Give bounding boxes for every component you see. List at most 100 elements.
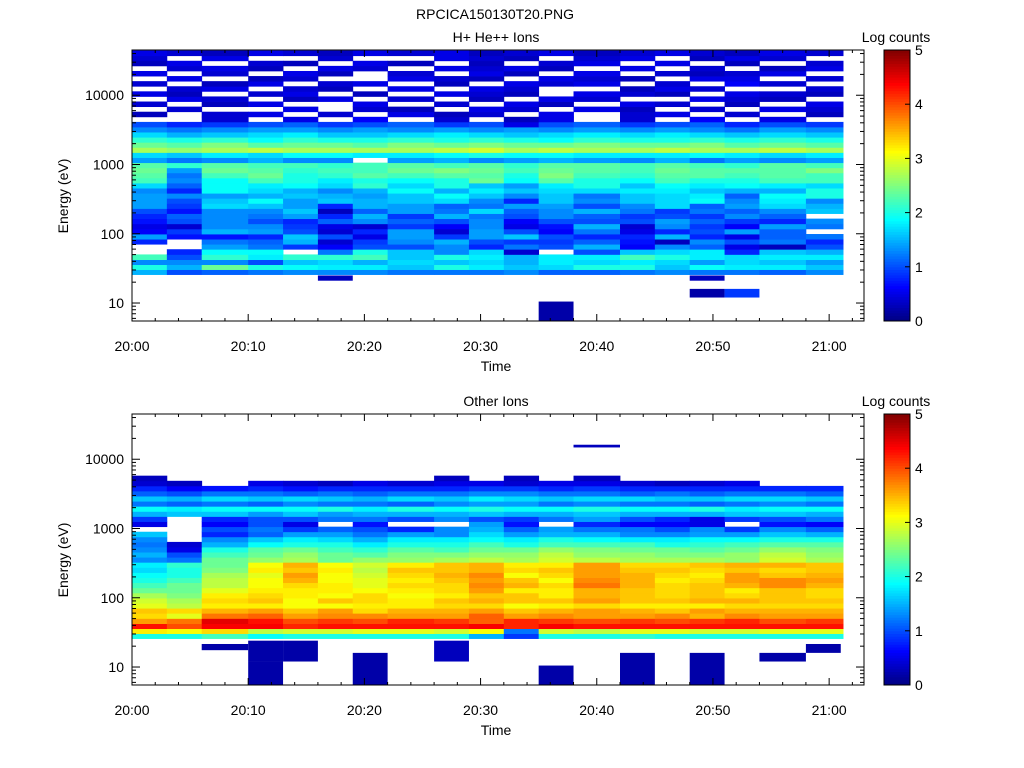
colorbar-segment [884, 535, 910, 540]
colorbar-segment [884, 595, 910, 599]
colorbar-segment [884, 158, 910, 162]
heatmap-cell [166, 628, 203, 634]
heatmap-cell [317, 167, 354, 174]
heatmap-cell [805, 101, 844, 108]
heatmap-cell [724, 264, 760, 270]
heatmap-cell [201, 203, 249, 209]
heatmap-cell [201, 623, 249, 629]
heatmap-cell [573, 496, 621, 502]
heatmap-cell [805, 506, 844, 512]
heatmap-cell [538, 531, 574, 538]
heatmap-cell [573, 259, 621, 265]
heatmap-cell [654, 598, 691, 604]
colorbar-segment [884, 277, 910, 281]
heatmap-cell [620, 76, 656, 82]
heatmap-cell [620, 177, 656, 184]
heatmap-cell [573, 96, 621, 102]
heatmap-cell [468, 547, 505, 553]
heatmap-cell [805, 547, 844, 553]
heatmap-cell [620, 116, 656, 123]
colorbar-segment [884, 671, 910, 675]
colorbar-segment [884, 66, 910, 70]
heatmap-cell [538, 137, 574, 143]
colorbar-segment [884, 55, 910, 59]
heatmap-cell [503, 147, 540, 153]
heatmap-cell [283, 480, 319, 487]
heatmap-cell [620, 193, 656, 199]
heatmap-cell [132, 203, 168, 209]
heatmap-cell [620, 598, 656, 604]
heatmap-cell [387, 254, 435, 260]
heatmap-cell [317, 228, 354, 235]
x-axis-label: Time [481, 358, 512, 374]
heatmap-cell [317, 496, 354, 502]
heatmap-cell [724, 259, 760, 265]
heatmap-cell [201, 598, 249, 604]
heatmap-cell [724, 628, 760, 634]
heatmap-cell [248, 264, 284, 270]
colorbar-segment [884, 77, 910, 81]
heatmap-cell [805, 613, 844, 619]
heatmap-cell [805, 618, 844, 624]
heatmap-cell [166, 480, 203, 487]
colorbar-segment [884, 312, 910, 317]
colorbar-label: Log counts [862, 29, 931, 45]
heatmap-cell [283, 572, 319, 578]
heatmap-cell [805, 177, 844, 184]
heatmap-cell [724, 142, 760, 148]
heatmap-cell [620, 592, 656, 599]
heatmap-cell [201, 531, 249, 538]
heatmap-cell [620, 485, 656, 492]
heatmap-cell [387, 198, 435, 204]
heatmap-cell [132, 587, 168, 594]
heatmap-cell [283, 526, 319, 533]
heatmap-cell [434, 628, 470, 634]
heatmap-cell [434, 490, 470, 497]
heatmap-cell [434, 526, 470, 533]
heatmap-cell [620, 531, 656, 538]
heatmap-cell [620, 86, 656, 92]
heatmap-cell [132, 259, 168, 265]
heatmap-cell [317, 264, 354, 270]
heatmap-cell [352, 121, 389, 128]
heatmap-cell [759, 496, 807, 502]
heatmap-cell [434, 116, 470, 123]
heatmap-cell [538, 126, 574, 133]
heatmap-cell [468, 269, 505, 275]
heatmap-cell [317, 582, 354, 589]
heatmap-cell [724, 608, 760, 614]
y-tick-label: 10000 [85, 451, 124, 467]
heatmap-cell [503, 598, 540, 604]
heatmap-cell [654, 203, 691, 209]
colorbar-segment [884, 479, 910, 483]
heatmap-cell [689, 541, 725, 548]
heatmap-cell [620, 183, 656, 189]
heatmap-cell [573, 501, 621, 507]
heatmap-cell [724, 254, 760, 260]
heatmap-cell [434, 592, 470, 599]
heatmap-cell [201, 608, 249, 614]
heatmap-cell [654, 480, 691, 487]
heatmap-cell [573, 598, 621, 604]
heatmap-cell [434, 91, 470, 97]
colorbar-segment [884, 144, 910, 149]
heatmap-cell [283, 628, 319, 634]
heatmap-cell [503, 172, 540, 179]
heatmap-cell [759, 618, 807, 624]
heatmap-cell [620, 213, 656, 220]
heatmap-cell [538, 587, 574, 594]
heatmap-cell [805, 50, 844, 57]
colorbar-segment [884, 174, 910, 178]
heatmap-cell [317, 613, 354, 619]
colorbar-segment [884, 657, 910, 662]
heatmap-cell [620, 572, 656, 578]
heatmap-cell [573, 203, 621, 209]
heatmap-cell [468, 526, 505, 533]
heatmap-cell [387, 496, 435, 502]
heatmap-cell [387, 480, 435, 487]
heatmap-cell [248, 506, 284, 512]
heatmap-cell [166, 506, 203, 512]
heatmap-cell [689, 521, 725, 528]
